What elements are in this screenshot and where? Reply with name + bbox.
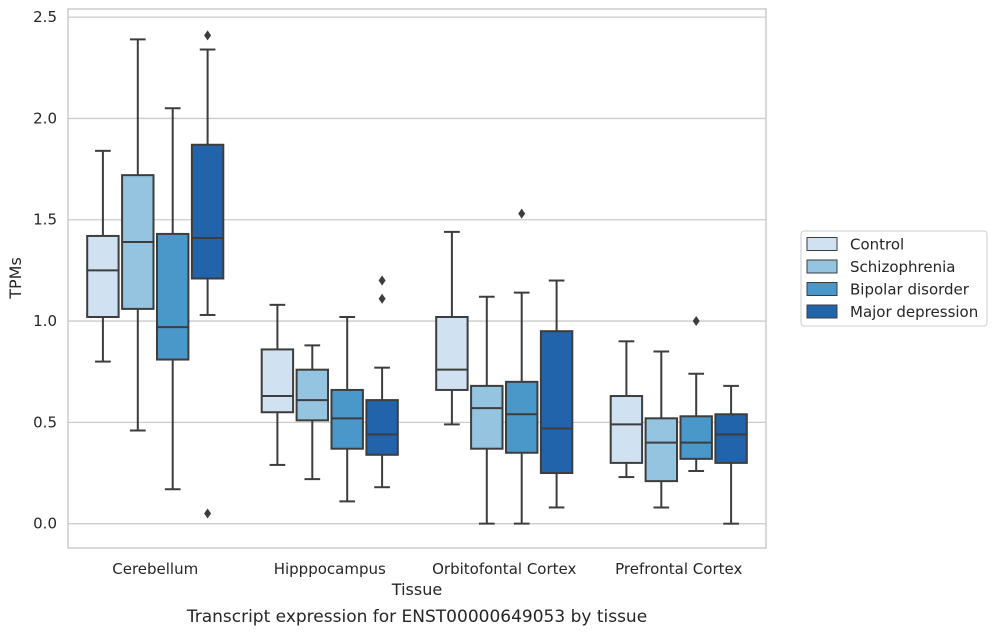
legend-swatch [806,259,838,274]
box-major-depression [714,384,748,525]
iqr-box [155,232,190,361]
iqr-box [504,380,539,454]
iqr-box [295,368,330,422]
box-series [86,30,748,525]
outlier-point [378,293,386,304]
iqr-box [714,413,748,464]
y-tick-label: 1.5 [33,211,57,229]
iqr-box [365,399,399,456]
legend: Control Schizophrenia Bipolar disorder Majo… [800,230,988,327]
outlier-point [518,208,526,219]
box-bipolar-disorder [155,107,190,491]
box-bipolar-disorder [330,316,364,503]
legend-label: Bipolar disorder [850,281,970,299]
legend-label: Control [850,236,904,254]
plot-frame [67,8,767,549]
iqr-box [644,417,679,483]
iqr-box [260,348,295,414]
y-tick-label: 1.0 [33,312,57,330]
box-control [86,149,120,363]
x-tick-label: Cerebellum [112,560,198,578]
legend-swatch [806,237,838,251]
box-major-depression [190,30,225,519]
y-tick-labels: 0.0 0.5 1.0 1.5 2.0 2.5 [33,8,57,533]
outlier-point [692,316,700,327]
box-major-depression [539,279,574,509]
outlier-point [204,30,212,41]
y-tick-label: 0.0 [33,515,57,533]
iqr-box [190,143,225,280]
box-bipolar-disorder [504,208,539,525]
box-major-depression [365,275,399,489]
box-schizophrenia [295,344,330,481]
box-control [435,230,469,426]
iqr-box [609,395,644,464]
iqr-box [330,388,364,450]
iqr-box [679,415,713,460]
x-axis-label: Tissue [391,580,442,599]
box-control [609,340,644,479]
x-tick-label: Prefrontal Cortex [615,560,742,578]
y-tick-label: 2.0 [33,109,57,127]
x-tick-label: Hipppocampus [274,560,386,578]
x-tick-label: Orbitofontal Cortex [432,560,576,578]
x-tick-labels: Cerebellum Hipppocampus Orbitofontal Corte… [112,560,742,578]
legend-swatch [806,282,838,296]
iqr-box [86,234,120,319]
legend-swatch [806,304,838,319]
y-axis-label: TPMs [6,257,25,300]
y-tick-label: 2.5 [33,8,57,26]
y-tick-label: 0.5 [33,413,57,431]
outlier-point [204,508,212,519]
iqr-box [470,384,504,450]
iqr-box [435,316,469,391]
legend-label: Schizophrenia [850,258,955,276]
box-bipolar-disorder [679,316,713,472]
outlier-point [378,275,386,286]
box-schizophrenia [121,38,155,432]
box-control [260,303,295,466]
box-schizophrenia [470,295,504,525]
legend-label: Major depression [850,303,978,321]
chart-caption: Transcript expression for ENST0000064905… [186,607,647,627]
iqr-box [539,330,574,475]
box-schizophrenia [644,350,679,509]
legend-frame [800,230,988,327]
